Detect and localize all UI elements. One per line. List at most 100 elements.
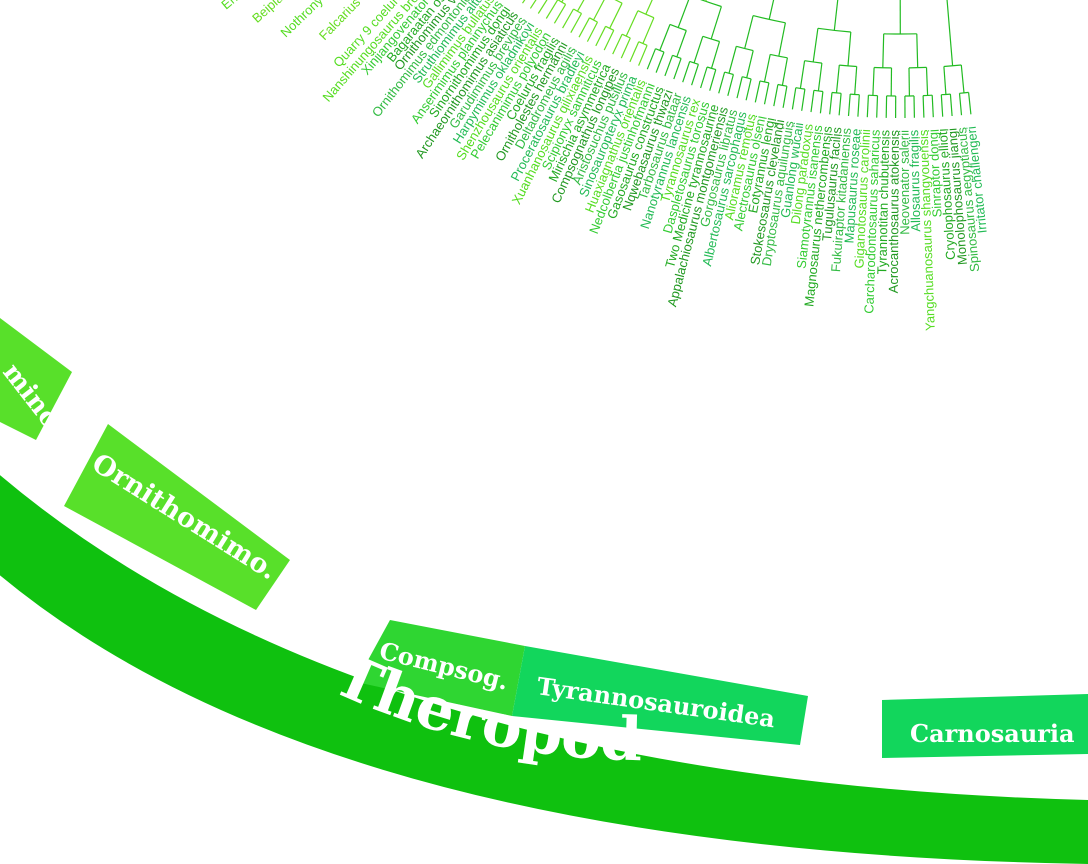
ornithomimo-box	[64, 424, 290, 610]
tree-branch	[537, 0, 548, 14]
tree-bracket	[638, 41, 648, 46]
tree-branch	[710, 6, 722, 40]
tree-bracket	[702, 35, 720, 43]
carnosauria-label: Carnosauria	[910, 719, 1075, 748]
tree-branch	[810, 90, 815, 113]
tree-branch	[691, 64, 699, 86]
theropoda-band	[0, 475, 1088, 864]
tree-branch	[570, 13, 583, 33]
tree-bracket	[724, 71, 734, 76]
tree-branch	[876, 95, 879, 118]
tree-branch	[638, 45, 648, 66]
tree-branch	[854, 66, 858, 95]
taxon-label: Giganotosaurus carolinii	[851, 129, 873, 269]
tree-branch	[943, 66, 947, 95]
tree-branch	[709, 69, 717, 91]
tree-branch	[620, 37, 631, 59]
tree-bracket	[573, 8, 582, 15]
tree-branch	[642, 17, 655, 44]
taxon-label: Neovenator salerii	[897, 130, 913, 235]
tree-branch	[529, 0, 537, 9]
tree-branch	[718, 71, 726, 94]
tree-branch	[625, 10, 639, 37]
tree-branch	[763, 82, 770, 105]
tree-bracket	[795, 87, 805, 90]
tree-branch	[646, 48, 657, 70]
tree-bracket	[605, 25, 615, 31]
tree-branch	[612, 33, 623, 55]
tree-bracket	[700, 0, 722, 8]
tree-branch	[829, 92, 833, 115]
tree-bracket	[742, 76, 752, 80]
tree-branch	[677, 0, 690, 28]
taxon-label: Carcharodontosaurus saharicus	[861, 129, 882, 314]
compsog-box	[356, 620, 525, 716]
tree-bracket	[669, 23, 687, 32]
tree-branch	[801, 89, 806, 111]
tree-branch	[958, 93, 963, 116]
tree-branch	[833, 0, 839, 31]
tree-branch	[968, 92, 972, 115]
tree-branch	[746, 50, 754, 78]
tree-branch	[781, 57, 788, 86]
tree-bracket	[908, 66, 927, 69]
tree-branch	[791, 87, 797, 110]
tree-branch	[705, 0, 707, 2]
tree-bracket	[759, 80, 770, 84]
tree-branch	[754, 80, 761, 103]
taxon-label: Allosaurus fragilis	[906, 129, 923, 232]
tree-branch	[773, 84, 779, 107]
tree-branch	[561, 0, 564, 3]
clade-boxes	[0, 318, 1088, 758]
taxon-label: Tyrannotitan chubutensis	[874, 129, 892, 274]
tree-branch	[799, 60, 806, 89]
tree-branch	[655, 51, 665, 73]
tree-branch	[603, 30, 615, 51]
tree-branch	[946, 0, 954, 66]
tree-branch	[728, 46, 737, 74]
tree-branch	[745, 78, 752, 101]
tree-branch	[700, 66, 708, 89]
tree-bracket	[943, 64, 962, 68]
tree-branch	[819, 91, 824, 114]
tree-branch	[949, 94, 953, 117]
tree-branch	[586, 21, 599, 42]
taxon-label: Acrocanthosaurus atokensis	[886, 129, 902, 293]
tree-branch	[931, 95, 934, 118]
tree-branch	[673, 58, 682, 80]
tree-branch	[659, 24, 671, 51]
tree-branch	[872, 67, 875, 96]
tree-branch	[847, 31, 852, 66]
tree-branch	[693, 36, 704, 63]
tree-branches	[522, 0, 972, 119]
tree-bracket	[557, 0, 566, 5]
tyranno-box	[512, 646, 808, 745]
tree-bracket	[813, 89, 823, 93]
tree-branch	[682, 61, 691, 83]
tree-bracket	[850, 93, 860, 96]
tree-branch	[645, 0, 653, 15]
tree-branch	[710, 41, 721, 69]
tree-branch	[782, 86, 788, 108]
tree-bracket	[655, 48, 665, 53]
tree-branch	[835, 65, 840, 93]
tree-branch	[922, 95, 925, 118]
taxon-labels: Nanshinungosaurus brevispinusXinjiangove…	[319, 0, 989, 331]
tree-branch	[592, 0, 605, 21]
tree-bracket	[621, 33, 631, 39]
tree-branch	[576, 0, 585, 12]
tree-branch	[595, 26, 607, 47]
tree-branch	[940, 94, 944, 117]
tree-branch	[553, 4, 567, 24]
tree-branch	[763, 54, 771, 82]
tree-branch	[664, 55, 674, 77]
tree-branch	[882, 33, 885, 68]
tree-branch	[744, 15, 754, 49]
tree-branch	[838, 93, 842, 116]
tree-branch	[847, 94, 851, 117]
tree-bracket	[839, 64, 857, 68]
tree-branch	[812, 28, 819, 63]
tree-bracket	[752, 15, 786, 24]
ornithomimo-left-box	[0, 318, 72, 440]
